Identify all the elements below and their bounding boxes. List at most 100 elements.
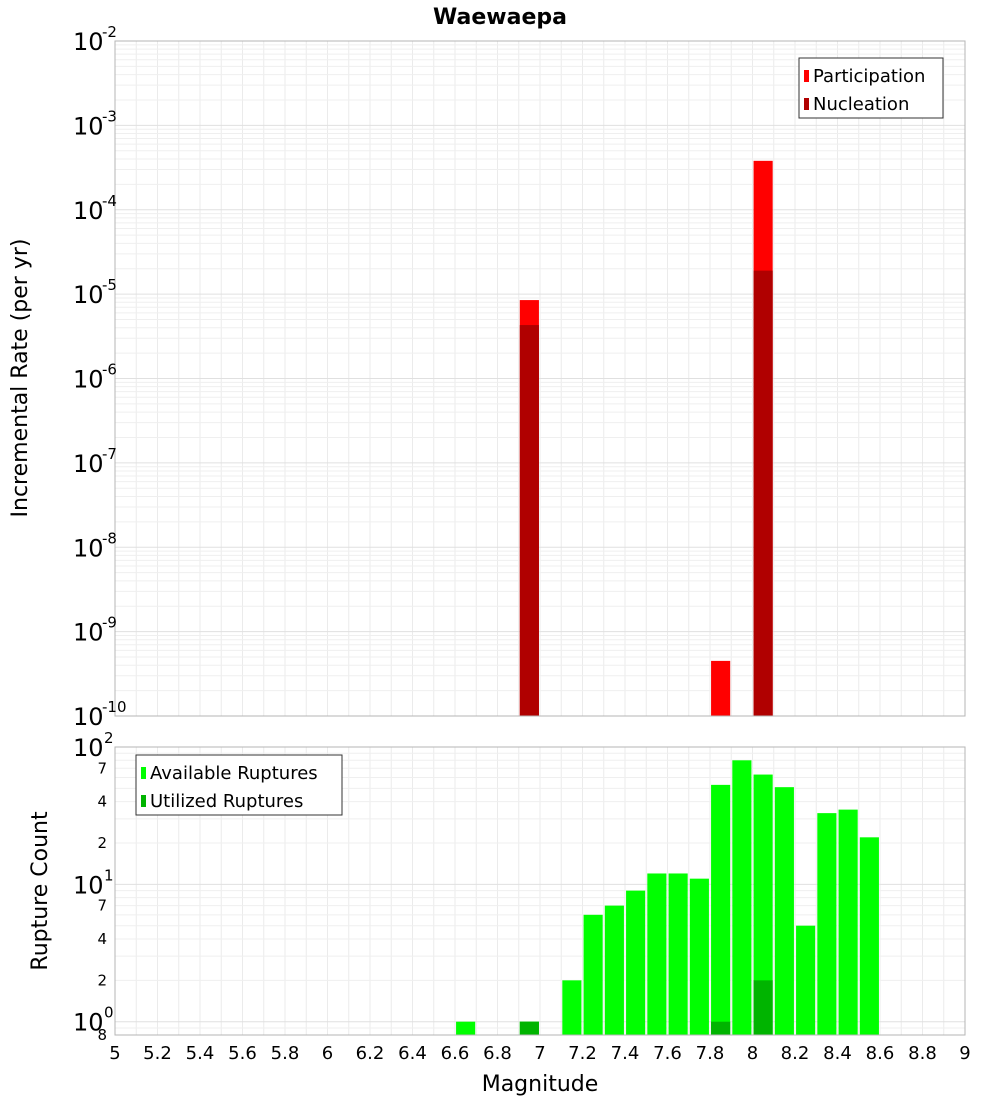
bottom-y-axis-label: Rupture Count	[28, 811, 53, 971]
bar	[626, 890, 646, 1035]
y-tick-exponent: -5	[102, 276, 117, 294]
bar	[583, 914, 603, 1035]
y-tick-label: 10	[73, 197, 104, 225]
y-tick-exponent: -9	[102, 614, 117, 632]
y-tick-label: 10	[73, 619, 104, 647]
x-ticks: 5 5.2 5.4 5.6 5.8 6 6.2 6.4 6.6 6.8 7 7.2 7.4 7.6 7.8 8…	[109, 1043, 970, 1064]
top-y-axis-label: Incremental Rate (per yr)	[8, 239, 33, 518]
x-tick-label: 5.2	[143, 1043, 172, 1064]
bar	[711, 1021, 731, 1035]
plot-frame	[114, 40, 966, 717]
bar	[519, 1021, 539, 1035]
top-y-ticks: 10-210-310-410-510-610-710-810-910-10	[73, 23, 127, 731]
x-tick-label: 7.6	[653, 1043, 682, 1064]
legend: Available Ruptures Utilized Ruptures	[135, 754, 343, 816]
x-tick-label: 5.6	[228, 1043, 257, 1064]
x-tick-label: 7.8	[696, 1043, 725, 1064]
bar	[562, 980, 582, 1035]
bar	[668, 873, 688, 1035]
bar	[519, 325, 539, 716]
x-tick-label: 6	[322, 1043, 333, 1064]
legend-label: Available Ruptures	[150, 763, 318, 784]
plot-frame	[114, 746, 966, 1036]
grid-lines	[114, 41, 966, 717]
x-tick-label: 5.8	[271, 1043, 300, 1064]
bar	[647, 873, 667, 1035]
x-tick-label: 6.8	[483, 1043, 512, 1064]
x-tick-label: 6.2	[356, 1043, 385, 1064]
y-tick-exponent: -6	[102, 361, 117, 379]
x-tick-label: 8	[747, 1043, 758, 1064]
bar	[732, 760, 752, 1035]
legend-swatch	[141, 767, 146, 779]
bar	[796, 925, 816, 1035]
bar	[838, 809, 858, 1035]
y-tick-label: 10	[73, 734, 104, 762]
y-tick-label: 10	[73, 703, 104, 731]
x-axis-label: Magnitude	[482, 1072, 599, 1097]
bar	[689, 878, 709, 1035]
legend-label: Utilized Ruptures	[150, 791, 303, 812]
y-tick-exponent: 1	[104, 866, 114, 884]
bar	[711, 784, 731, 1035]
y-minor-tick-label: 4	[97, 793, 107, 811]
bar	[753, 270, 773, 716]
y-tick-label: 10	[73, 450, 104, 478]
series-utilized-ruptures	[519, 980, 773, 1035]
y-minor-tick-label: 8	[97, 1026, 107, 1044]
legend-swatch	[141, 795, 146, 807]
bar	[774, 787, 794, 1035]
x-tick-label: 8.2	[781, 1043, 810, 1064]
y-tick-exponent: 0	[104, 1004, 114, 1022]
y-tick-label: 10	[73, 534, 104, 562]
bar	[711, 660, 731, 716]
x-tick-label: 5.4	[186, 1043, 215, 1064]
y-tick-label: 10	[73, 28, 104, 56]
x-tick-label: 5	[109, 1043, 120, 1064]
bar	[604, 905, 624, 1035]
legend-label: Participation	[813, 66, 925, 87]
series-nucleation	[519, 270, 773, 716]
x-tick-label: 6.4	[398, 1043, 427, 1064]
y-tick-exponent: 2	[104, 729, 114, 747]
y-tick-exponent: -2	[102, 23, 117, 41]
y-tick-exponent: -8	[102, 529, 117, 547]
y-tick-exponent: -3	[102, 107, 117, 125]
x-tick-label: 7.4	[611, 1043, 640, 1064]
bar	[859, 837, 879, 1035]
y-minor-tick-label: 7	[97, 897, 107, 915]
legend-swatch	[804, 70, 809, 82]
legend: Participation Nucleation	[798, 57, 944, 119]
chart-title: Waewaepa	[433, 5, 567, 30]
bar	[817, 813, 837, 1035]
x-tick-label: 9	[959, 1043, 970, 1064]
x-tick-label: 7.2	[568, 1043, 597, 1064]
y-tick-label: 10	[73, 112, 104, 140]
y-tick-exponent: -10	[102, 698, 127, 716]
y-minor-tick-label: 2	[97, 971, 107, 989]
legend-box	[135, 754, 343, 816]
bar	[456, 1021, 476, 1035]
y-tick-label: 10	[73, 366, 104, 394]
x-tick-label: 7	[534, 1043, 545, 1064]
y-minor-tick-label: 7	[97, 759, 107, 777]
y-tick-exponent: -7	[102, 445, 117, 463]
x-tick-label: 8.8	[908, 1043, 937, 1064]
y-tick-label: 10	[73, 281, 104, 309]
y-tick-label: 10	[73, 1009, 104, 1037]
series-available-ruptures	[456, 760, 879, 1035]
x-tick-label: 8.6	[866, 1043, 895, 1064]
y-tick-exponent: -4	[102, 192, 117, 210]
bar	[753, 774, 773, 1035]
x-tick-label: 8.4	[823, 1043, 852, 1064]
x-tick-label: 6.6	[441, 1043, 470, 1064]
bar	[753, 980, 773, 1035]
y-minor-tick-label: 4	[97, 930, 107, 948]
legend-label: Nucleation	[813, 94, 909, 115]
legend-swatch	[804, 98, 809, 110]
y-minor-tick-label: 2	[97, 834, 107, 852]
y-tick-label: 10	[73, 871, 104, 899]
legend-box	[798, 57, 944, 119]
